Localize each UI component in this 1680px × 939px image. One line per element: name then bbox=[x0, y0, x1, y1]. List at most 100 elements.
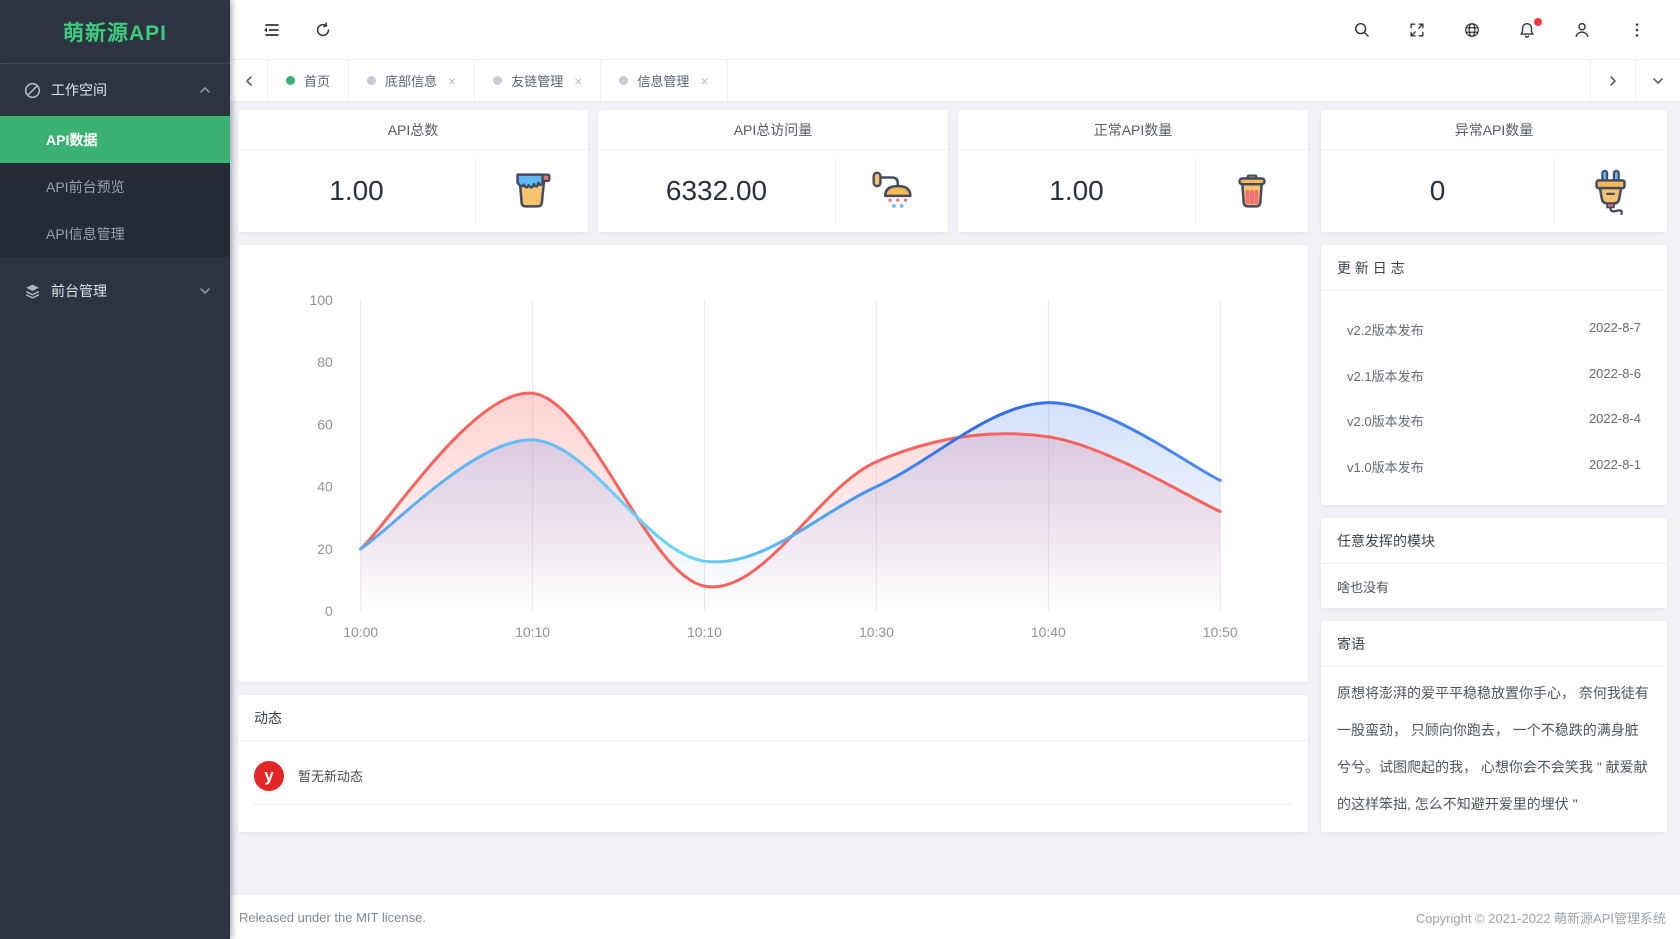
svg-text:10:50: 10:50 bbox=[1203, 624, 1238, 640]
tabbar-spacer bbox=[728, 60, 1590, 101]
changelog-item: v2.1版本发布 2022-8-6 bbox=[1321, 366, 1667, 385]
sidebar-item-api-info[interactable]: API信息管理 bbox=[0, 210, 230, 257]
sidebar-item-label: 工作空间 bbox=[51, 82, 107, 98]
changelog-date: 2022-8-1 bbox=[1588, 457, 1641, 473]
close-icon[interactable]: × bbox=[700, 72, 709, 89]
brand-logo-icon: y bbox=[254, 760, 284, 791]
tab-status-dot bbox=[619, 76, 629, 85]
workspace-submenu: API数据 API前台预览 API信息管理 bbox=[0, 116, 230, 257]
traffic-chart: 0 20 40 60 80 100 10:00 10:10 10:10 10:30 10:40 10:… bbox=[309, 292, 1238, 640]
tab-label: 首页 bbox=[304, 74, 331, 89]
stat-card-api-visits: API总访问量 6332.00 bbox=[598, 110, 948, 232]
changelog-date: 2022-8-6 bbox=[1588, 365, 1641, 381]
tabs-menu-icon[interactable] bbox=[1635, 60, 1680, 101]
sidebar: 萌新源API 工作空间 API数据 API前台预览 API信息管理 前台管理 bbox=[0, 0, 230, 939]
changelog-label: v2.1版本发布 bbox=[1347, 368, 1424, 384]
stat-card-api-error: 异常API数量 0 bbox=[1321, 110, 1667, 232]
sidebar-item-frontend[interactable]: 前台管理 bbox=[0, 265, 230, 317]
search-icon[interactable] bbox=[1345, 13, 1379, 47]
tab-label: 底部信息 bbox=[385, 74, 438, 89]
stat-card-api-normal: 正常API数量 1.00 bbox=[958, 110, 1308, 232]
paint-bucket-icon bbox=[476, 150, 588, 232]
activity-row: y 暂无新动态 bbox=[254, 747, 1292, 805]
stat-title: 异常API数量 bbox=[1321, 110, 1667, 150]
svg-text:60: 60 bbox=[317, 416, 333, 432]
svg-text:10:30: 10:30 bbox=[859, 624, 894, 640]
user-icon[interactable] bbox=[1565, 13, 1599, 47]
menu-fold-icon[interactable] bbox=[254, 13, 288, 47]
page-footer: Released under the MIT license. Copyrigh… bbox=[230, 895, 1680, 939]
tab-info-manage[interactable]: 信息管理 × bbox=[601, 60, 728, 101]
sidebar-item-workspace[interactable]: 工作空间 bbox=[0, 64, 230, 116]
plug-icon bbox=[1555, 150, 1667, 232]
stat-title: 正常API数量 bbox=[958, 110, 1308, 150]
sidebar-item-api-data[interactable]: API数据 bbox=[0, 116, 230, 163]
svg-text:10:40: 10:40 bbox=[1031, 624, 1066, 640]
close-icon[interactable]: × bbox=[448, 72, 457, 89]
message-card: 寄语 原想将澎湃的爱平平稳稳放置你手心， 奈何我徒有一股蛮劲， 只顾向你跑去， … bbox=[1321, 621, 1667, 832]
sidebar-item-label: 前台管理 bbox=[51, 283, 107, 299]
svg-text:100: 100 bbox=[309, 292, 333, 308]
svg-text:10:00: 10:00 bbox=[343, 624, 378, 640]
free-module-card: 任意发挥的模块 啥也没有 bbox=[1321, 518, 1667, 608]
notification-badge bbox=[1534, 17, 1542, 26]
divider bbox=[835, 158, 836, 224]
fullscreen-icon[interactable] bbox=[1400, 13, 1434, 47]
tab-bar: 首页 底部信息 × 友链管理 × 信息管理 × bbox=[230, 60, 1680, 102]
bell-icon[interactable] bbox=[1510, 13, 1544, 47]
trash-icon bbox=[1196, 150, 1308, 232]
globe-icon[interactable] bbox=[1455, 13, 1489, 47]
changelog-item: v2.0版本发布 2022-8-4 bbox=[1321, 411, 1667, 430]
changelog-label: v2.2版本发布 bbox=[1347, 322, 1424, 338]
tab-links-manage[interactable]: 友链管理 × bbox=[475, 60, 602, 101]
svg-text:10:10: 10:10 bbox=[687, 624, 722, 640]
activity-empty-text: 暂无新动态 bbox=[298, 769, 364, 784]
tab-footer-info[interactable]: 底部信息 × bbox=[349, 60, 476, 101]
dashboard-icon bbox=[24, 82, 41, 99]
app-logo: 萌新源API bbox=[0, 0, 230, 64]
tab-label: 信息管理 bbox=[637, 74, 690, 89]
page-content: API总数 1.00 API总访问量 6332.00 bbox=[230, 102, 1680, 895]
changelog-card: 更 新 日 志 v2.2版本发布 2022-8-7 v2.1版本发布 2022-… bbox=[1321, 245, 1667, 505]
top-bar bbox=[230, 0, 1680, 60]
svg-text:80: 80 bbox=[317, 354, 333, 370]
svg-text:20: 20 bbox=[317, 541, 333, 557]
stat-value: 1.00 bbox=[329, 175, 384, 206]
sidebar-item-api-preview[interactable]: API前台预览 bbox=[0, 163, 230, 210]
stat-title: API总访问量 bbox=[598, 110, 948, 150]
changelog-date: 2022-8-4 bbox=[1588, 411, 1641, 427]
chevron-down-icon bbox=[198, 284, 212, 298]
activity-title: 动态 bbox=[238, 695, 1308, 741]
tab-status-dot bbox=[493, 76, 503, 85]
tabs-scroll-right-icon[interactable] bbox=[1590, 60, 1635, 101]
divider bbox=[1554, 158, 1555, 224]
footer-copyright: Copyright © 2021-2022 萌新源API管理系统 bbox=[1415, 910, 1666, 926]
layers-icon bbox=[24, 283, 41, 300]
stat-value: 0 bbox=[1429, 175, 1446, 206]
stat-title: API总数 bbox=[238, 110, 588, 150]
changelog-item: v2.2版本发布 2022-8-7 bbox=[1321, 320, 1667, 339]
chevron-up-icon bbox=[198, 83, 212, 97]
tab-status-dot bbox=[367, 76, 377, 85]
more-icon[interactable] bbox=[1620, 13, 1654, 47]
free-module-content: 啥也没有 bbox=[1337, 579, 1390, 595]
svg-text:10:10: 10:10 bbox=[515, 624, 550, 640]
sidebar-item-label: API前台预览 bbox=[46, 178, 125, 195]
tab-home[interactable]: 首页 bbox=[268, 60, 350, 101]
changelog-date: 2022-8-7 bbox=[1588, 319, 1641, 335]
changelog-item: v1.0版本发布 2022-8-1 bbox=[1321, 457, 1667, 476]
tab-label: 友链管理 bbox=[511, 74, 564, 89]
tabs-scroll-left-icon[interactable] bbox=[230, 60, 268, 101]
svg-text:40: 40 bbox=[317, 479, 333, 495]
shower-icon bbox=[836, 150, 948, 232]
message-content: 原想将澎湃的爱平平稳稳放置你手心， 奈何我徒有一股蛮劲， 只顾向你跑去， 一个不… bbox=[1337, 685, 1649, 812]
changelog-label: v1.0版本发布 bbox=[1347, 460, 1424, 476]
sidebar-item-label: API信息管理 bbox=[46, 225, 125, 242]
free-module-title: 任意发挥的模块 bbox=[1321, 518, 1667, 564]
footer-license: Released under the MIT license. bbox=[239, 909, 426, 925]
refresh-icon[interactable] bbox=[306, 13, 340, 47]
stat-value: 1.00 bbox=[1049, 175, 1104, 206]
close-icon[interactable]: × bbox=[574, 72, 583, 89]
svg-text:0: 0 bbox=[325, 603, 333, 619]
traffic-chart-card: 0 20 40 60 80 100 10:00 10:10 10:10 10:30 10:40 10:… bbox=[238, 245, 1308, 682]
